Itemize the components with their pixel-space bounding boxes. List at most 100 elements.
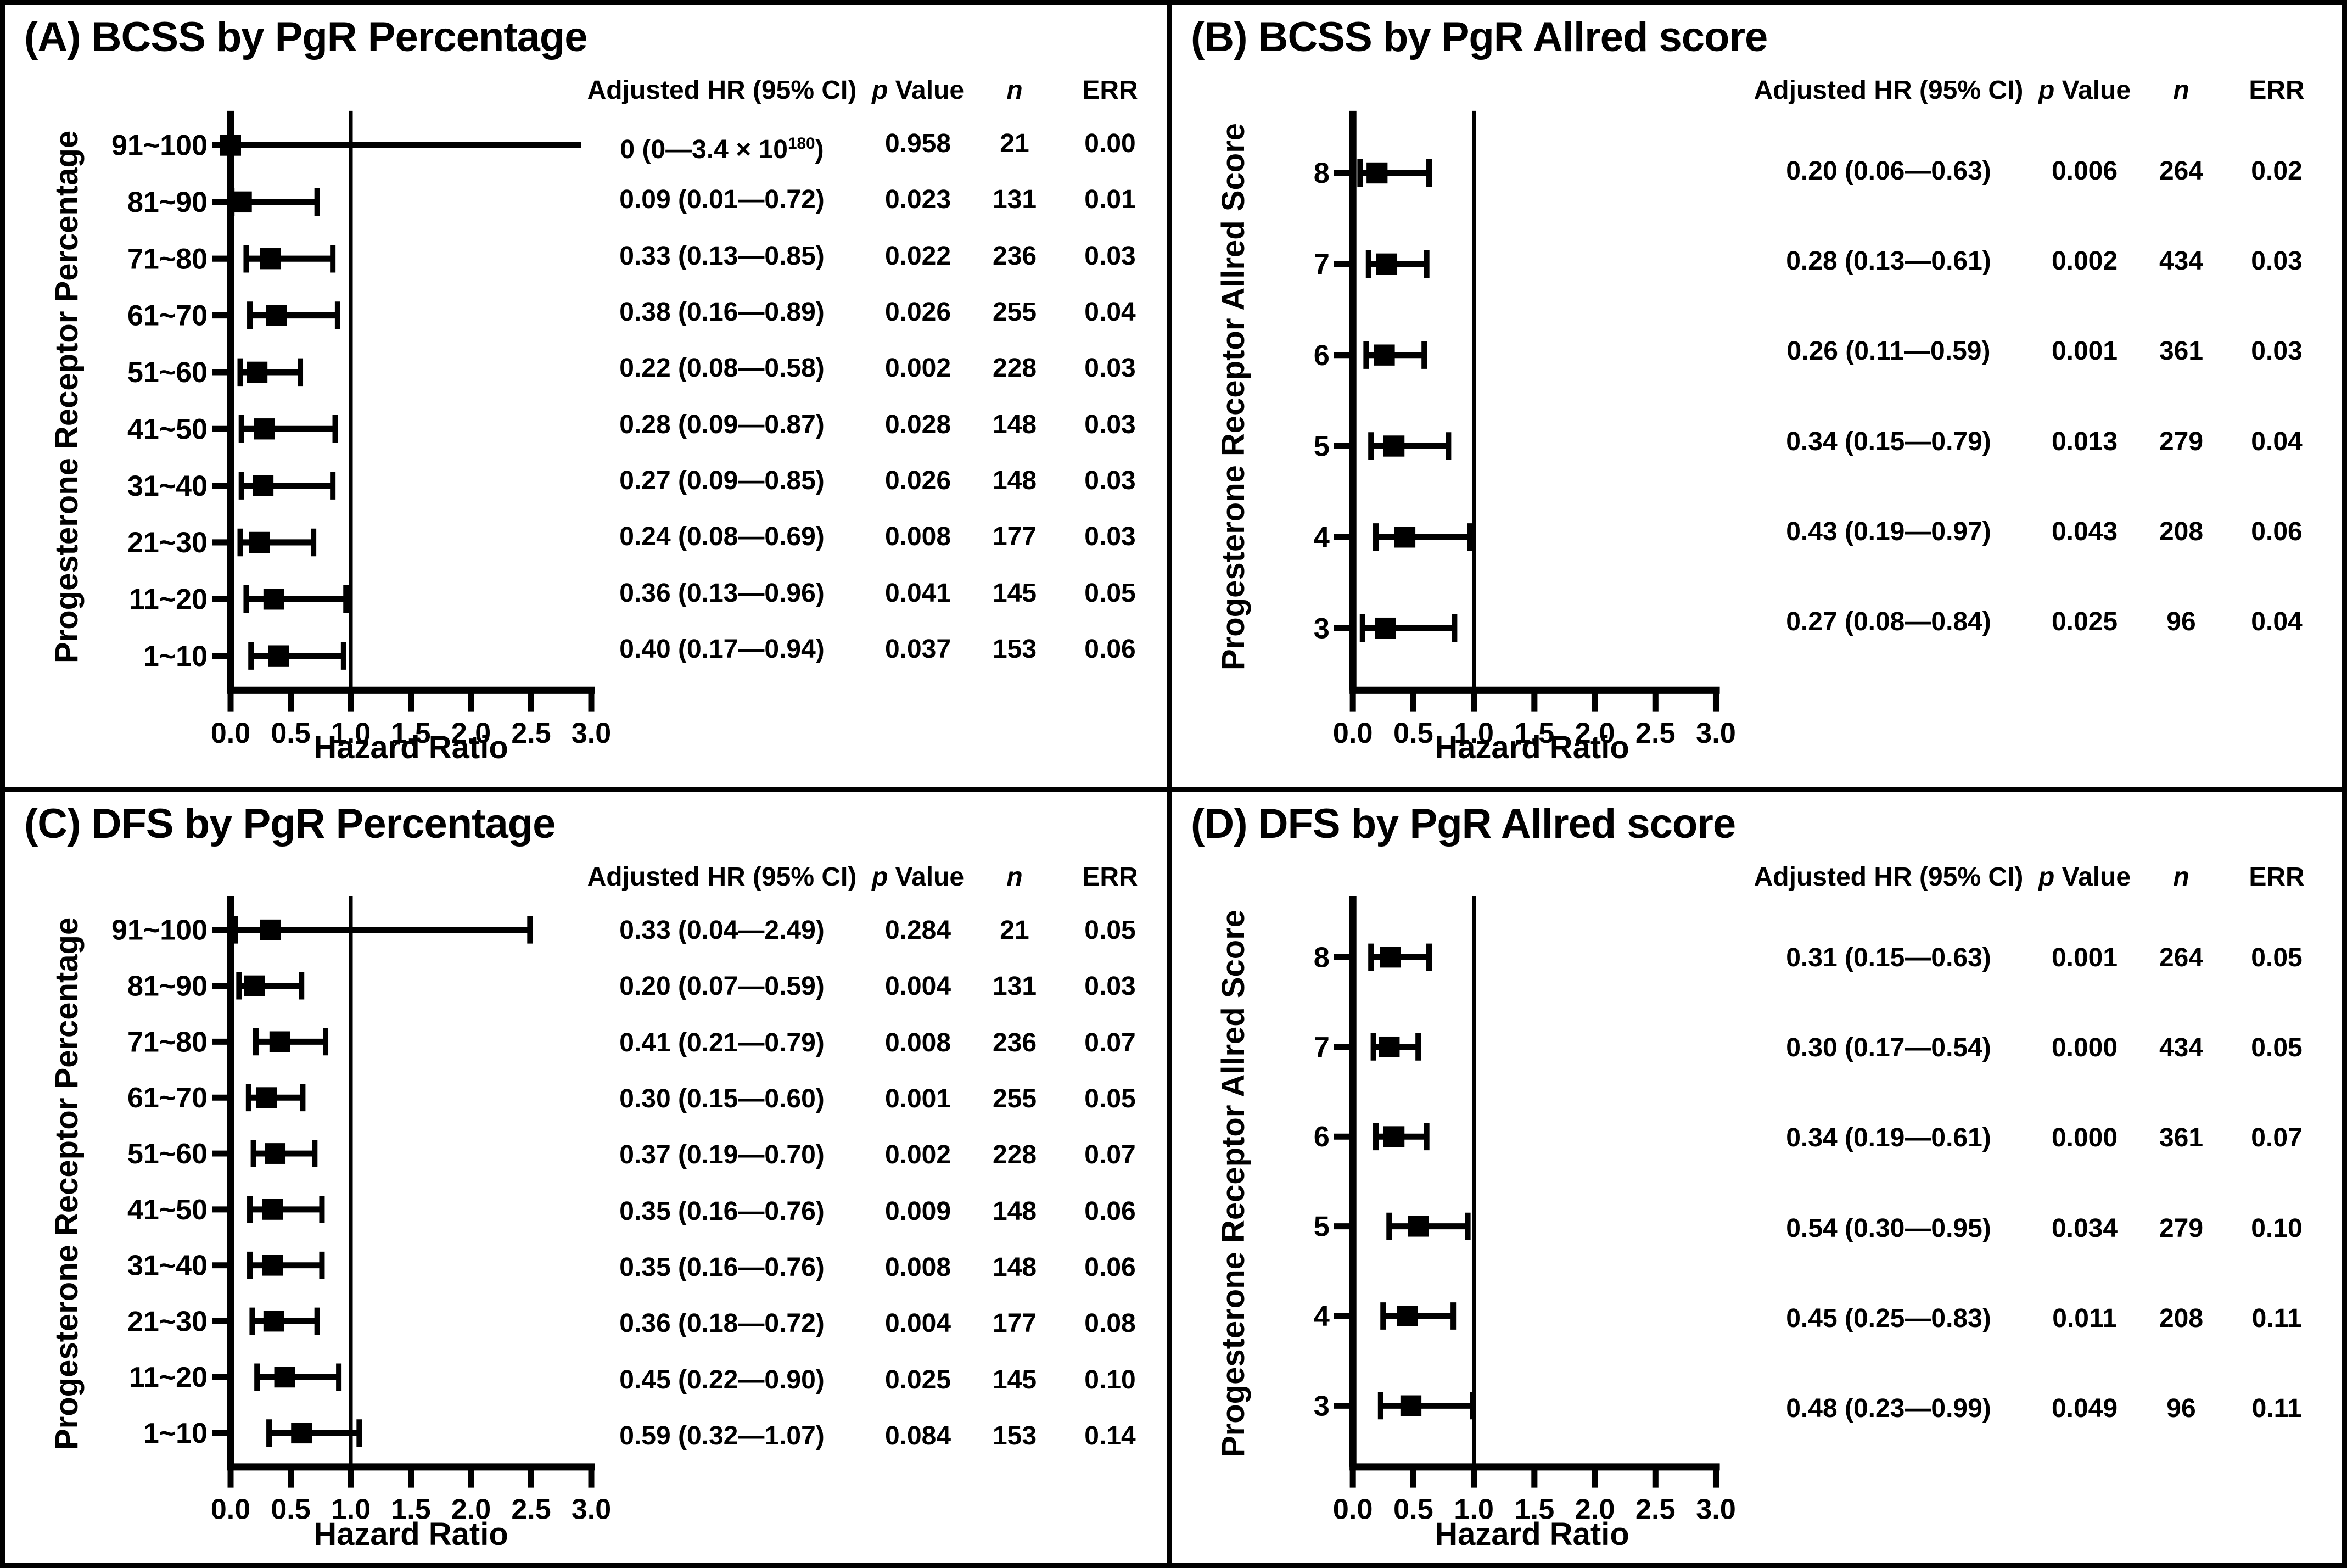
hr-point-marker [1380, 947, 1401, 968]
ci-cell: 0 (0—3.4 × 10180) [620, 135, 824, 164]
category-label: 8 [1314, 942, 1330, 974]
category-label: 8 [1314, 158, 1330, 189]
p-cell: 0.084 [884, 1421, 951, 1451]
n-cell: 361 [2159, 337, 2204, 366]
category-label: 81~90 [127, 187, 208, 219]
header-err: ERR [1082, 76, 1138, 105]
hr-point-marker [256, 1087, 277, 1108]
p-cell: 0.023 [884, 185, 951, 215]
hr-point-marker [274, 1367, 295, 1388]
forest-row-41~50: 41~50 [127, 413, 338, 445]
ci-cell: 0.34 (0.15—0.79) [1786, 427, 1991, 456]
ci-cell: 0.30 (0.17—0.54) [1786, 1033, 1991, 1063]
forest-row-11~20: 11~20 [129, 584, 349, 616]
n-cell: 228 [992, 354, 1037, 383]
ci-cell: 0.26 (0.11—0.59) [1786, 337, 1991, 366]
forest-row-5: 5 [1314, 431, 1452, 463]
forest-row-3: 3 [1314, 613, 1458, 645]
hr-point-marker [1383, 435, 1405, 457]
n-cell: 434 [2159, 247, 2204, 276]
category-label: 11~20 [129, 1361, 208, 1393]
n-cell: 264 [2159, 943, 2204, 972]
panel-c-y-axis-label: Progesterone Receptor Percentage [49, 917, 85, 1450]
header-p-value: p Value [871, 863, 965, 892]
err-cell: 0.03 [1084, 354, 1136, 383]
x-tick-label: 0.0 [211, 1493, 250, 1525]
hr-point-marker [1379, 1036, 1400, 1057]
header-p-value: p Value [2038, 863, 2131, 892]
n-cell: 361 [2159, 1123, 2204, 1153]
x-tick-label: 0.5 [1393, 1494, 1433, 1526]
hr-point-marker [263, 589, 284, 610]
err-cell: 0.07 [1084, 1028, 1136, 1057]
n-cell: 279 [2159, 1213, 2204, 1243]
panel-b-y-axis-label: Progesterone Receptor Allred Score [1215, 122, 1251, 671]
forest-row-41~50: 41~50 [127, 1194, 325, 1225]
category-label: 71~80 [127, 1026, 208, 1057]
n-cell: 228 [992, 1140, 1037, 1170]
hr-point-marker [262, 1255, 283, 1276]
n-cell: 236 [992, 241, 1037, 271]
header-n: n [1006, 76, 1023, 105]
hr-point-marker [1375, 617, 1396, 639]
panel-d-title: (D) DFS by PgR Allred score [1191, 800, 1736, 847]
x-tick-label: 2.5 [1635, 1494, 1676, 1526]
err-cell: 0.03 [2251, 337, 2303, 366]
n-cell: 148 [992, 466, 1037, 495]
header-err: ERR [1082, 863, 1138, 892]
hr-point-marker [220, 135, 241, 156]
ci-cell: 0.43 (0.19—0.97) [1786, 517, 1991, 546]
err-cell: 0.03 [1084, 466, 1136, 495]
n-cell: 21 [1000, 916, 1029, 945]
ci-cell: 0.59 (0.32—1.07) [619, 1421, 825, 1451]
panel-c-title: (C) DFS by PgR Percentage [24, 800, 556, 847]
category-label: 7 [1314, 249, 1330, 281]
err-cell: 0.03 [2251, 247, 2303, 276]
hr-point-marker [268, 645, 289, 667]
category-label: 51~60 [127, 1138, 208, 1169]
forest-row-6: 6 [1314, 1121, 1430, 1153]
header-err: ERR [2249, 863, 2305, 892]
p-cell: 0.004 [884, 1309, 951, 1339]
hr-point-marker [262, 1199, 283, 1220]
ci-cell: 0.37 (0.19—0.70) [619, 1140, 825, 1170]
n-cell: 148 [992, 410, 1037, 439]
x-tick-label: 1.0 [331, 718, 371, 749]
n-cell: 148 [992, 1196, 1037, 1226]
err-cell: 0.10 [2251, 1213, 2303, 1243]
p-cell: 0.000 [2051, 1033, 2118, 1063]
x-tick-label: 1.5 [391, 1493, 430, 1525]
n-cell: 131 [992, 185, 1037, 215]
category-label: 31~40 [127, 471, 208, 502]
n-cell: 208 [2159, 517, 2204, 546]
ci-cell: 0.20 (0.07—0.59) [619, 972, 825, 1001]
ci-cell: 0.36 (0.13—0.96) [619, 578, 825, 608]
p-cell: 0.022 [884, 241, 951, 271]
category-label: 61~70 [127, 300, 208, 332]
category-label: 6 [1314, 1121, 1330, 1153]
err-cell: 0.08 [1084, 1309, 1136, 1339]
hr-point-marker [1400, 1395, 1422, 1416]
p-cell: 0.004 [884, 972, 951, 1001]
hr-point-marker [260, 919, 281, 940]
category-label: 1~10 [143, 641, 208, 673]
err-cell: 0.00 [1084, 129, 1136, 158]
category-label: 4 [1314, 522, 1330, 553]
category-label: 5 [1314, 431, 1330, 463]
panel-a-bcss-by-pgr-percentage: 0.0 0.5 1.0 1.5 2.0 2.5 3.0 91~100 81~90 71~80 61~… [5, 5, 1172, 792]
category-label: 41~50 [127, 1194, 208, 1225]
x-tick-label: 2.5 [511, 1493, 551, 1525]
p-cell: 0.026 [884, 298, 951, 327]
err-cell: 0.05 [2251, 943, 2303, 972]
err-cell: 0.05 [2251, 1033, 2303, 1063]
forest-row-6: 6 [1314, 340, 1427, 372]
ci-cell: 0.27 (0.08—0.84) [1786, 607, 1991, 636]
hr-point-marker [1366, 162, 1388, 184]
ci-cell: 0.35 (0.16—0.76) [619, 1253, 825, 1282]
category-label: 31~40 [127, 1250, 208, 1281]
p-cell: 0.009 [884, 1196, 951, 1226]
err-cell: 0.03 [1084, 522, 1136, 552]
x-tick-label: 0.0 [211, 718, 250, 749]
x-tick-label: 1.0 [1454, 718, 1494, 749]
